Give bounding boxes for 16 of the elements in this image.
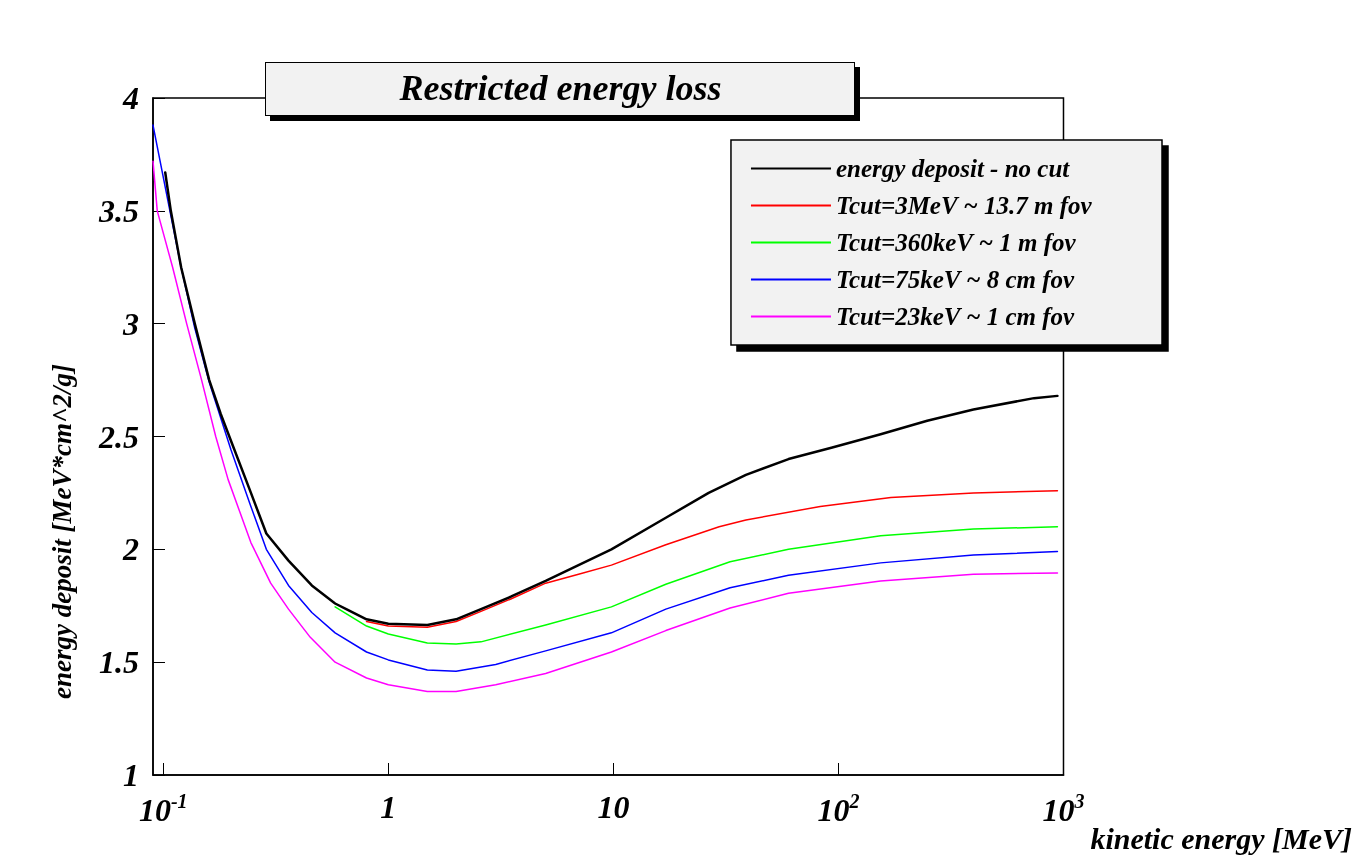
x-tick-label: 10 xyxy=(597,789,630,825)
y-tick-label: 1 xyxy=(123,757,139,793)
y-tick-label: 2 xyxy=(122,531,139,568)
legend-label: Tcut=360keV ~ 1 m fov xyxy=(835,229,1077,256)
y-tick-label: 1.5 xyxy=(99,644,139,681)
y-tick-label: 3.5 xyxy=(98,192,139,229)
legend-label: Tcut=23keV ~ 1 cm fov xyxy=(835,303,1076,330)
x-tick-label: 1 xyxy=(380,789,397,825)
legend-label: energy deposit - no cut xyxy=(835,155,1071,182)
y-tick-label: 3 xyxy=(122,305,139,342)
y-axis-title: energy deposit [MeV*cm^2/g] xyxy=(46,364,77,699)
x-axis-title: kinetic energy [MeV] xyxy=(1090,821,1353,855)
y-tick-label: 2.5 xyxy=(98,418,139,455)
legend-label: Tcut=75keV ~ 8 cm fov xyxy=(835,266,1076,293)
y-tick-label: 4 xyxy=(122,80,139,116)
legend-label: Tcut=3MeV ~ 13.7 m fov xyxy=(835,192,1093,219)
